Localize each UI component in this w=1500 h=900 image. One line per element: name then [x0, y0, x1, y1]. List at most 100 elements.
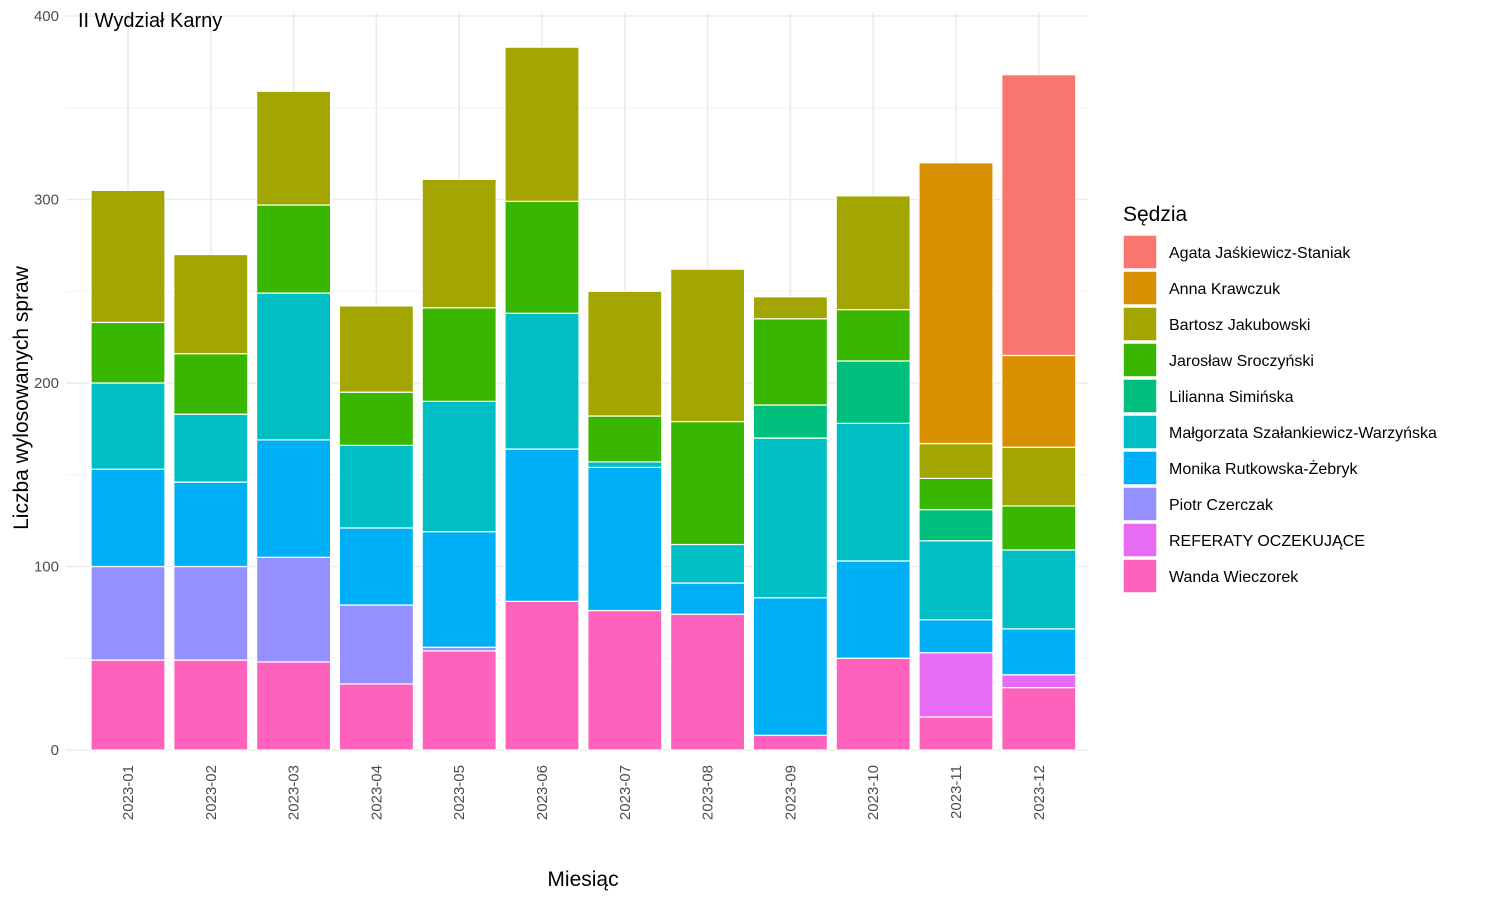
legend-swatch: [1122, 486, 1158, 522]
bar-segment: [90, 321, 166, 384]
bar-segment: [835, 309, 911, 362]
bar-segment: [338, 391, 414, 446]
bar-segment: [669, 268, 746, 423]
bar-segment: [421, 178, 497, 309]
legend-label: Monika Rutkowska-Żebryk: [1169, 459, 1359, 478]
bar-segment: [504, 46, 580, 202]
bar-segment: [338, 683, 414, 751]
legend-label: Piotr Czerczak: [1169, 497, 1274, 514]
bar-segment: [918, 540, 994, 621]
bar-segment: [1001, 446, 1077, 507]
chart-title: II Wydział Karny: [78, 10, 222, 32]
bar-segment: [752, 437, 829, 599]
legend-label: Jarosław Sroczyński: [1169, 353, 1314, 370]
bar-segment: [504, 312, 580, 450]
bar-segment: [1001, 628, 1077, 676]
bar-segment: [1001, 549, 1077, 630]
bars: [90, 46, 1077, 751]
bar-segment: [256, 556, 332, 663]
y-tick-label: 100: [34, 559, 59, 576]
x-tick-label: 2023-03: [286, 765, 303, 820]
bar-segment: [918, 509, 994, 542]
bar-segment: [1001, 687, 1077, 751]
bar-segment: [256, 439, 332, 558]
x-tick-label: 2023-11: [948, 765, 965, 819]
x-tick-label: 2023-09: [782, 765, 799, 820]
legend-label: Małgorzata Szałankiewicz-Warzyńska: [1169, 425, 1437, 442]
y-axis-ticks: 0 100 200 300 400: [34, 8, 59, 759]
bar-segment: [256, 204, 332, 294]
legend-swatch: [1122, 522, 1158, 558]
y-tick-label: 400: [34, 8, 59, 25]
bar-segment: [752, 404, 829, 439]
legend-swatch: [1122, 234, 1158, 270]
bar-segment: [504, 200, 580, 314]
bar-segment: [90, 565, 166, 661]
bar-segment: [173, 659, 249, 751]
legend-label: Anna Krawczuk: [1169, 281, 1281, 298]
x-tick-label: 2023-02: [203, 765, 220, 820]
bar-segment: [587, 290, 663, 417]
legend-swatch: [1122, 558, 1158, 594]
bar-segment: [90, 382, 166, 470]
bar-segment: [918, 162, 994, 445]
legend-swatch: [1122, 414, 1158, 450]
x-tick-label: 2023-07: [617, 765, 634, 820]
bar-segment: [752, 734, 829, 751]
legend-label: Wanda Wieczorek: [1169, 569, 1299, 586]
bar-segment: [669, 582, 746, 615]
bar-segment: [256, 661, 332, 751]
x-tick-label: 2023-10: [865, 765, 882, 820]
bar-segment: [421, 307, 497, 402]
bar-segment: [256, 292, 332, 441]
bar-segment: [669, 613, 746, 751]
bar-segment: [173, 413, 249, 483]
bar-segment: [918, 652, 994, 718]
x-tick-label: 2023-05: [451, 765, 468, 820]
bar-segment: [173, 253, 249, 355]
y-tick-label: 0: [51, 742, 59, 759]
bar-segment: [669, 420, 746, 546]
legend-swatch: [1122, 450, 1158, 486]
bar-segment: [752, 318, 829, 406]
legend-swatch: [1122, 270, 1158, 306]
bar-segment: [504, 448, 580, 602]
bar-segment: [338, 604, 414, 685]
y-axis-title: Liczba wylosowanych spraw: [10, 265, 33, 530]
x-tick-label: 2023-06: [534, 765, 551, 820]
bar-segment: [1001, 505, 1077, 551]
bar-segment: [587, 609, 663, 751]
bar-segment: [173, 481, 249, 568]
legend-swatch: [1122, 378, 1158, 414]
legend-swatch: [1122, 342, 1158, 378]
bar-segment: [90, 659, 166, 751]
bar-segment: [918, 477, 994, 511]
bar-segment: [669, 543, 746, 584]
legend: Sędzia Agata Jaśkiewicz-Staniak Anna Kraw…: [1122, 203, 1437, 594]
bar-segment: [587, 461, 663, 469]
bar-segment: [338, 527, 414, 606]
legend-swatch: [1122, 306, 1158, 342]
x-axis-ticks: 2023-01 2023-02 2023-03 2023-04 2023-05 2023-…: [120, 765, 1048, 820]
bar-segment: [90, 189, 166, 324]
bar-segment: [1001, 74, 1077, 357]
bar-segment: [421, 531, 497, 648]
bar-segment: [835, 195, 911, 311]
bar-segment: [752, 597, 829, 736]
x-tick-label: 2023-01: [120, 765, 137, 820]
bar-segment: [918, 442, 994, 480]
bar-segment: [173, 565, 249, 661]
bar-segment: [835, 560, 911, 659]
bar-segment: [504, 600, 580, 751]
x-tick-label: 2023-04: [368, 765, 385, 820]
legend-label: Bartosz Jakubowski: [1169, 317, 1310, 334]
bar-segment: [918, 716, 994, 751]
bar-segment: [338, 444, 414, 529]
bar-segment: [918, 619, 994, 654]
bar-segment: [752, 296, 829, 320]
bar-segment: [835, 422, 911, 562]
bar-segment: [173, 353, 249, 415]
bar-segment: [587, 415, 663, 463]
bar-segment: [1001, 354, 1077, 448]
